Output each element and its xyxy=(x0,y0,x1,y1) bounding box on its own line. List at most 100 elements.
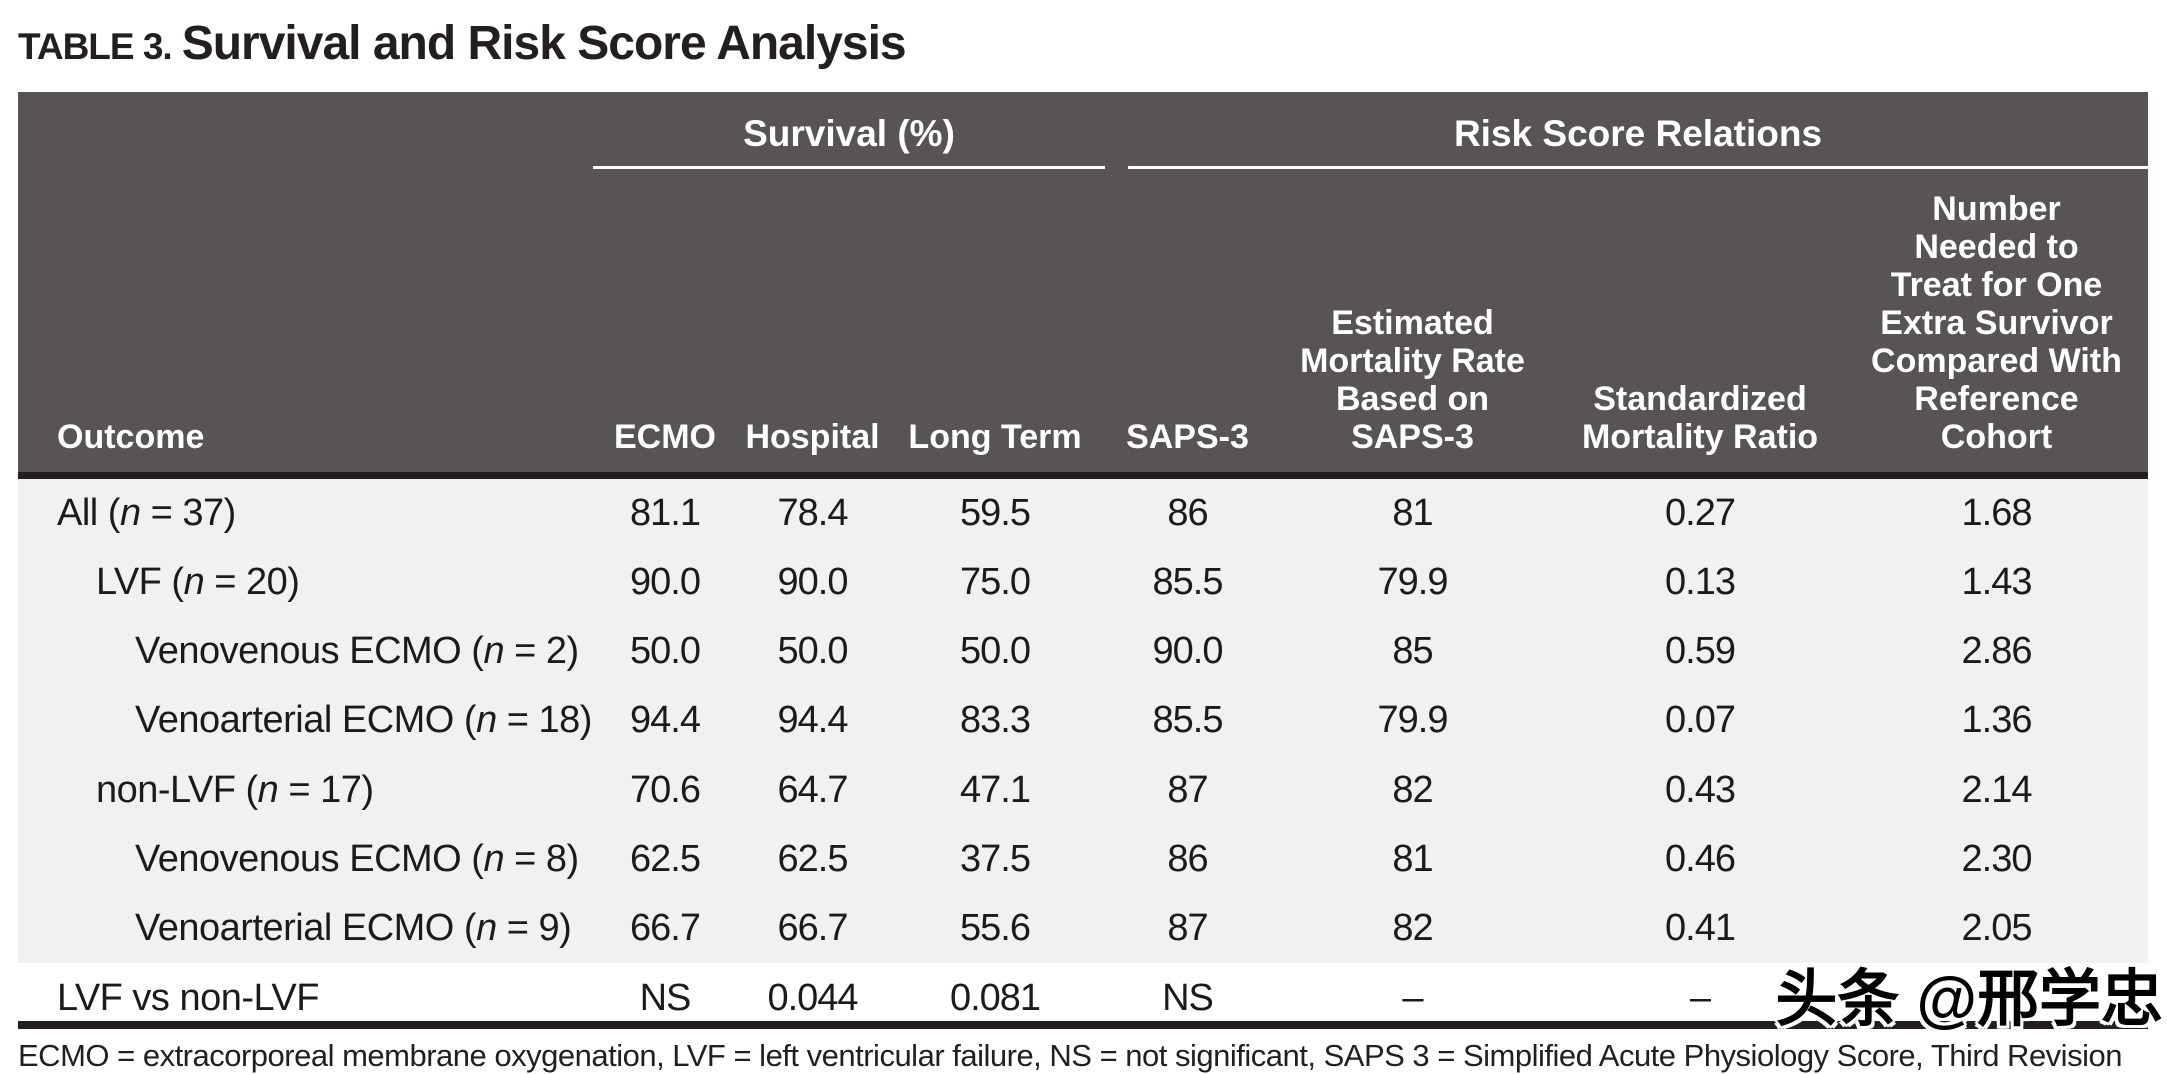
group-header-risk: Risk Score Relations xyxy=(1128,113,2148,169)
outcome-text-suffix: = 2) xyxy=(504,630,579,673)
outcome-cell: Venovenous ECMO (n = 2) xyxy=(18,630,590,673)
saps3-cell: 87 xyxy=(1167,906,1208,949)
ecmo-survival-cell: 50.0 xyxy=(630,630,701,673)
column-header-row: Outcome ECMO Hospital Long Term SAPS-3 E… xyxy=(18,190,2148,472)
table-row-lvf-vs-non-lvf: LVF vs non-LVF NS 0.044 0.081 NS – – xyxy=(18,976,2148,1021)
outcome-text: Venovenous ECMO ( xyxy=(135,837,484,880)
table-row-lvf: LVF (n = 20) 90.0 90.0 75.0 85.5 79.9 0.… xyxy=(18,548,2148,617)
table-header: Survival (%) Risk Score Relations Outcom… xyxy=(18,92,2148,472)
estimated-mortality-cell: 79.9 xyxy=(1377,561,1449,604)
outcome-text-suffix: = 18) xyxy=(496,699,593,742)
saps3-cell: 90.0 xyxy=(1152,630,1224,673)
saps3-cell: 85.5 xyxy=(1152,561,1224,604)
long-term-survival-cell: 75.0 xyxy=(960,561,1031,604)
standardized-mortality-ratio-cell: 0.59 xyxy=(1665,630,1736,673)
number-needed-to-treat-cell: 2.05 xyxy=(1961,906,2033,949)
table-body: All (n = 37) 81.1 78.4 59.5 86 81 0.27 1… xyxy=(18,479,2148,963)
long-term-survival-cell: 47.1 xyxy=(960,768,1031,811)
ecmo-survival-cell: 66.7 xyxy=(630,906,701,949)
outcome-cell: Venoarterial ECMO (n = 9) xyxy=(18,907,590,950)
hospital-survival-cell: 62.5 xyxy=(777,837,849,880)
column-header-hospital: Hospital xyxy=(745,418,880,456)
watermark-toutiao: 头条 @邢学忠 xyxy=(1775,965,2163,1034)
outcome-cell: Venovenous ECMO (n = 8) xyxy=(18,838,590,881)
number-needed-to-treat-cell: 2.30 xyxy=(1961,837,2033,880)
number-needed-to-treat-cell: 1.43 xyxy=(1961,561,2033,604)
saps3-cell: 87 xyxy=(1167,768,1208,811)
outcome-n-italic: n xyxy=(257,768,279,811)
group-survival-underline xyxy=(593,166,1105,169)
outcome-text-suffix: = 9) xyxy=(496,906,572,949)
group-header-survival: Survival (%) xyxy=(593,113,1105,169)
header-divider-rule xyxy=(18,472,2148,479)
outcome-text-suffix: = 17) xyxy=(278,768,374,811)
outcome-n-italic: n xyxy=(483,630,505,673)
outcome-cell: LVF vs non-LVF xyxy=(57,977,319,1019)
saps3-cell: 85.5 xyxy=(1152,699,1224,742)
hospital-survival-cell: 66.7 xyxy=(777,906,849,949)
outcome-text: non-LVF ( xyxy=(96,768,258,811)
standardized-mortality-ratio-cell: – xyxy=(1689,977,1711,1019)
table-title-text: Survival and Risk Score Analysis xyxy=(181,17,907,70)
table-number-label: TABLE 3. xyxy=(18,26,173,67)
outcome-text-suffix: = 37) xyxy=(140,492,237,535)
table-row-non-lvf: non-LVF (n = 17) 70.6 64.7 47.1 87 82 0.… xyxy=(18,756,2148,825)
column-header-standardized-mortality-ratio: Standardized Mortality Ratio xyxy=(1581,380,1819,456)
group-survival-label: Survival (%) xyxy=(743,113,955,154)
estimated-mortality-cell: 82 xyxy=(1392,768,1433,811)
standardized-mortality-ratio-cell: 0.13 xyxy=(1665,561,1736,604)
estimated-mortality-cell: 81 xyxy=(1392,837,1433,880)
number-needed-to-treat-cell: 2.14 xyxy=(1961,768,2033,811)
outcome-text: All ( xyxy=(57,492,120,535)
standardized-mortality-ratio-cell: 0.46 xyxy=(1665,837,1736,880)
standardized-mortality-ratio-cell: 0.07 xyxy=(1665,699,1736,742)
saps3-cell: 86 xyxy=(1167,492,1208,535)
table-title: TABLE 3. Survival and Risk Score Analysis xyxy=(18,16,907,71)
column-header-number-needed-to-treat: Number Needed to Treat for One Extra Sur… xyxy=(1871,190,2122,456)
estimated-mortality-cell: 79.9 xyxy=(1377,699,1449,742)
estimated-mortality-cell: 82 xyxy=(1392,906,1433,949)
outcome-n-italic: n xyxy=(483,837,505,880)
column-header-long-term: Long Term xyxy=(908,418,1082,456)
hospital-survival-cell: 64.7 xyxy=(777,768,849,811)
column-header-estimated-mortality: Estimated Mortality Rate Based on SAPS-3 xyxy=(1300,304,1525,456)
hospital-survival-cell: 78.4 xyxy=(777,492,849,535)
standardized-mortality-ratio-cell: 0.41 xyxy=(1665,906,1736,949)
table-row-venoarterial-lvf: Venoarterial ECMO (n = 18) 94.4 94.4 83.… xyxy=(18,686,2148,755)
ecmo-survival-cell: 70.6 xyxy=(630,768,701,811)
long-term-survival-cell: 50.0 xyxy=(960,630,1031,673)
hospital-survival-cell: 50.0 xyxy=(777,630,849,673)
outcome-text-suffix: = 8) xyxy=(504,837,579,880)
data-table: Survival (%) Risk Score Relations Outcom… xyxy=(18,92,2148,1029)
outcome-text-suffix: = 20) xyxy=(204,561,300,604)
outcome-cell: LVF (n = 20) xyxy=(18,561,590,604)
outcome-text: LVF ( xyxy=(96,561,184,604)
footnote-abbreviations: ECMO = extracorporeal membrane oxygenati… xyxy=(18,1038,2122,1073)
ecmo-survival-cell: 81.1 xyxy=(630,492,701,535)
group-risk-label: Risk Score Relations xyxy=(1453,113,1823,154)
ecmo-survival-cell: 94.4 xyxy=(630,699,701,742)
outcome-text: Venovenous ECMO ( xyxy=(135,630,484,673)
outcome-cell: All (n = 37) xyxy=(18,492,590,535)
outcome-cell: non-LVF (n = 17) xyxy=(18,769,590,812)
hospital-survival-cell: 94.4 xyxy=(777,699,849,742)
number-needed-to-treat-cell: 1.68 xyxy=(1961,492,2033,535)
saps3-cell: 86 xyxy=(1167,837,1208,880)
estimated-mortality-cell: 85 xyxy=(1392,630,1433,673)
column-header-outcome: Outcome xyxy=(57,418,205,456)
standardized-mortality-ratio-cell: 0.27 xyxy=(1665,492,1736,535)
outcome-n-italic: n xyxy=(476,699,497,742)
hospital-survival-cell: 0.044 xyxy=(767,977,858,1019)
ecmo-survival-cell: 62.5 xyxy=(630,837,701,880)
long-term-survival-cell: 55.6 xyxy=(960,906,1031,949)
outcome-n-italic: n xyxy=(119,492,141,535)
table-row-venovenous-lvf: Venovenous ECMO (n = 2) 50.0 50.0 50.0 9… xyxy=(18,617,2148,686)
long-term-survival-cell: 59.5 xyxy=(960,492,1031,535)
table-row-all: All (n = 37) 81.1 78.4 59.5 86 81 0.27 1… xyxy=(18,479,2148,548)
table-bottom-rule xyxy=(18,1021,2148,1029)
table-row-venovenous-non-lvf: Venovenous ECMO (n = 8) 62.5 62.5 37.5 8… xyxy=(18,825,2148,894)
standardized-mortality-ratio-cell: 0.43 xyxy=(1665,768,1736,811)
outcome-n-italic: n xyxy=(476,906,497,949)
hospital-survival-cell: 90.0 xyxy=(777,561,849,604)
